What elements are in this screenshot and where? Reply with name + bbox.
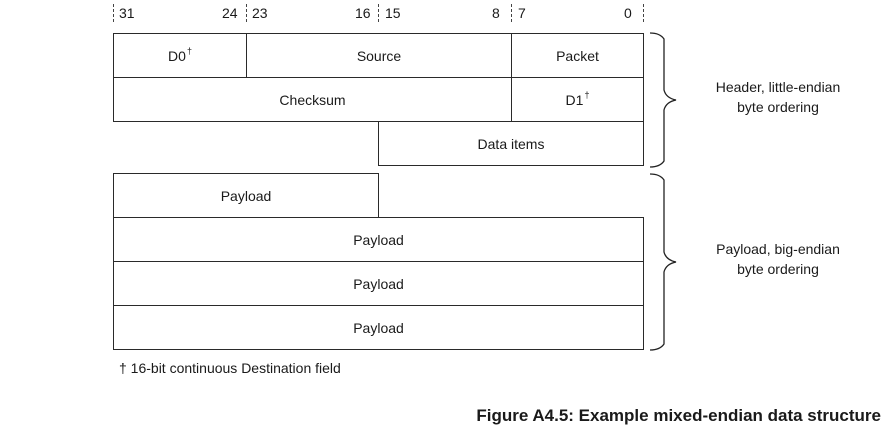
bit-label-0: 0 — [624, 5, 632, 21]
checksum-label: Checksum — [279, 91, 346, 108]
source-label: Source — [356, 47, 402, 64]
payload-brace-label: Payload, big-endian byte ordering — [697, 239, 859, 279]
header-field-checksum: Checksum — [113, 77, 512, 122]
data-items-label: Data items — [477, 135, 545, 152]
payload-label-1: Payload — [220, 187, 272, 204]
bit-tick-8-7 — [511, 4, 512, 22]
payload-field-4: Payload — [113, 305, 644, 350]
payload-field-3: Payload — [113, 261, 644, 306]
payload-label-3: Payload — [353, 275, 404, 292]
packet-label: Packet — [556, 47, 599, 64]
header-brace — [649, 32, 677, 168]
header-field-packet: Packet — [511, 33, 644, 78]
payload-field-1: Payload — [113, 173, 379, 218]
bit-label-7: 7 — [518, 5, 526, 21]
d1-dagger: † — [584, 89, 590, 100]
bit-label-8: 8 — [492, 5, 500, 21]
payload-brace — [649, 173, 677, 351]
header-field-d1: D1 † — [511, 77, 644, 122]
d0-label: D0 — [168, 47, 186, 64]
bit-tick-16-15 — [378, 4, 379, 22]
bit-label-31: 31 — [119, 5, 135, 21]
bit-label-24: 24 — [222, 5, 238, 21]
payload-field-2: Payload — [113, 217, 644, 262]
footnote: † 16-bit continuous Destination field — [119, 360, 341, 376]
figure-caption: Figure A4.5: Example mixed-endian data s… — [476, 406, 881, 425]
payload-brace-label-line2: byte ordering — [737, 261, 819, 277]
bit-tick-24-23 — [246, 4, 247, 22]
header-brace-label-line1: Header, little-endian — [715, 79, 841, 95]
d0-dagger: † — [186, 45, 192, 56]
d1-label: D1 — [565, 91, 584, 108]
header-field-data-items: Data items — [378, 121, 644, 166]
payload-label-4: Payload — [353, 319, 404, 336]
payload-label-2: Payload — [353, 231, 404, 248]
payload-brace-label-line1: Payload, big-endian — [716, 241, 840, 257]
bit-label-16: 16 — [355, 5, 371, 21]
bit-label-15: 15 — [385, 5, 401, 21]
header-brace-label: Header, little-endian byte ordering — [697, 77, 859, 117]
bit-label-23: 23 — [252, 5, 268, 21]
header-brace-label-line2: byte ordering — [737, 99, 819, 115]
header-field-d0: D0 † — [113, 33, 247, 78]
header-field-source: Source — [246, 33, 512, 78]
bit-tick-31 — [113, 4, 114, 22]
bit-tick-0 — [643, 4, 644, 22]
